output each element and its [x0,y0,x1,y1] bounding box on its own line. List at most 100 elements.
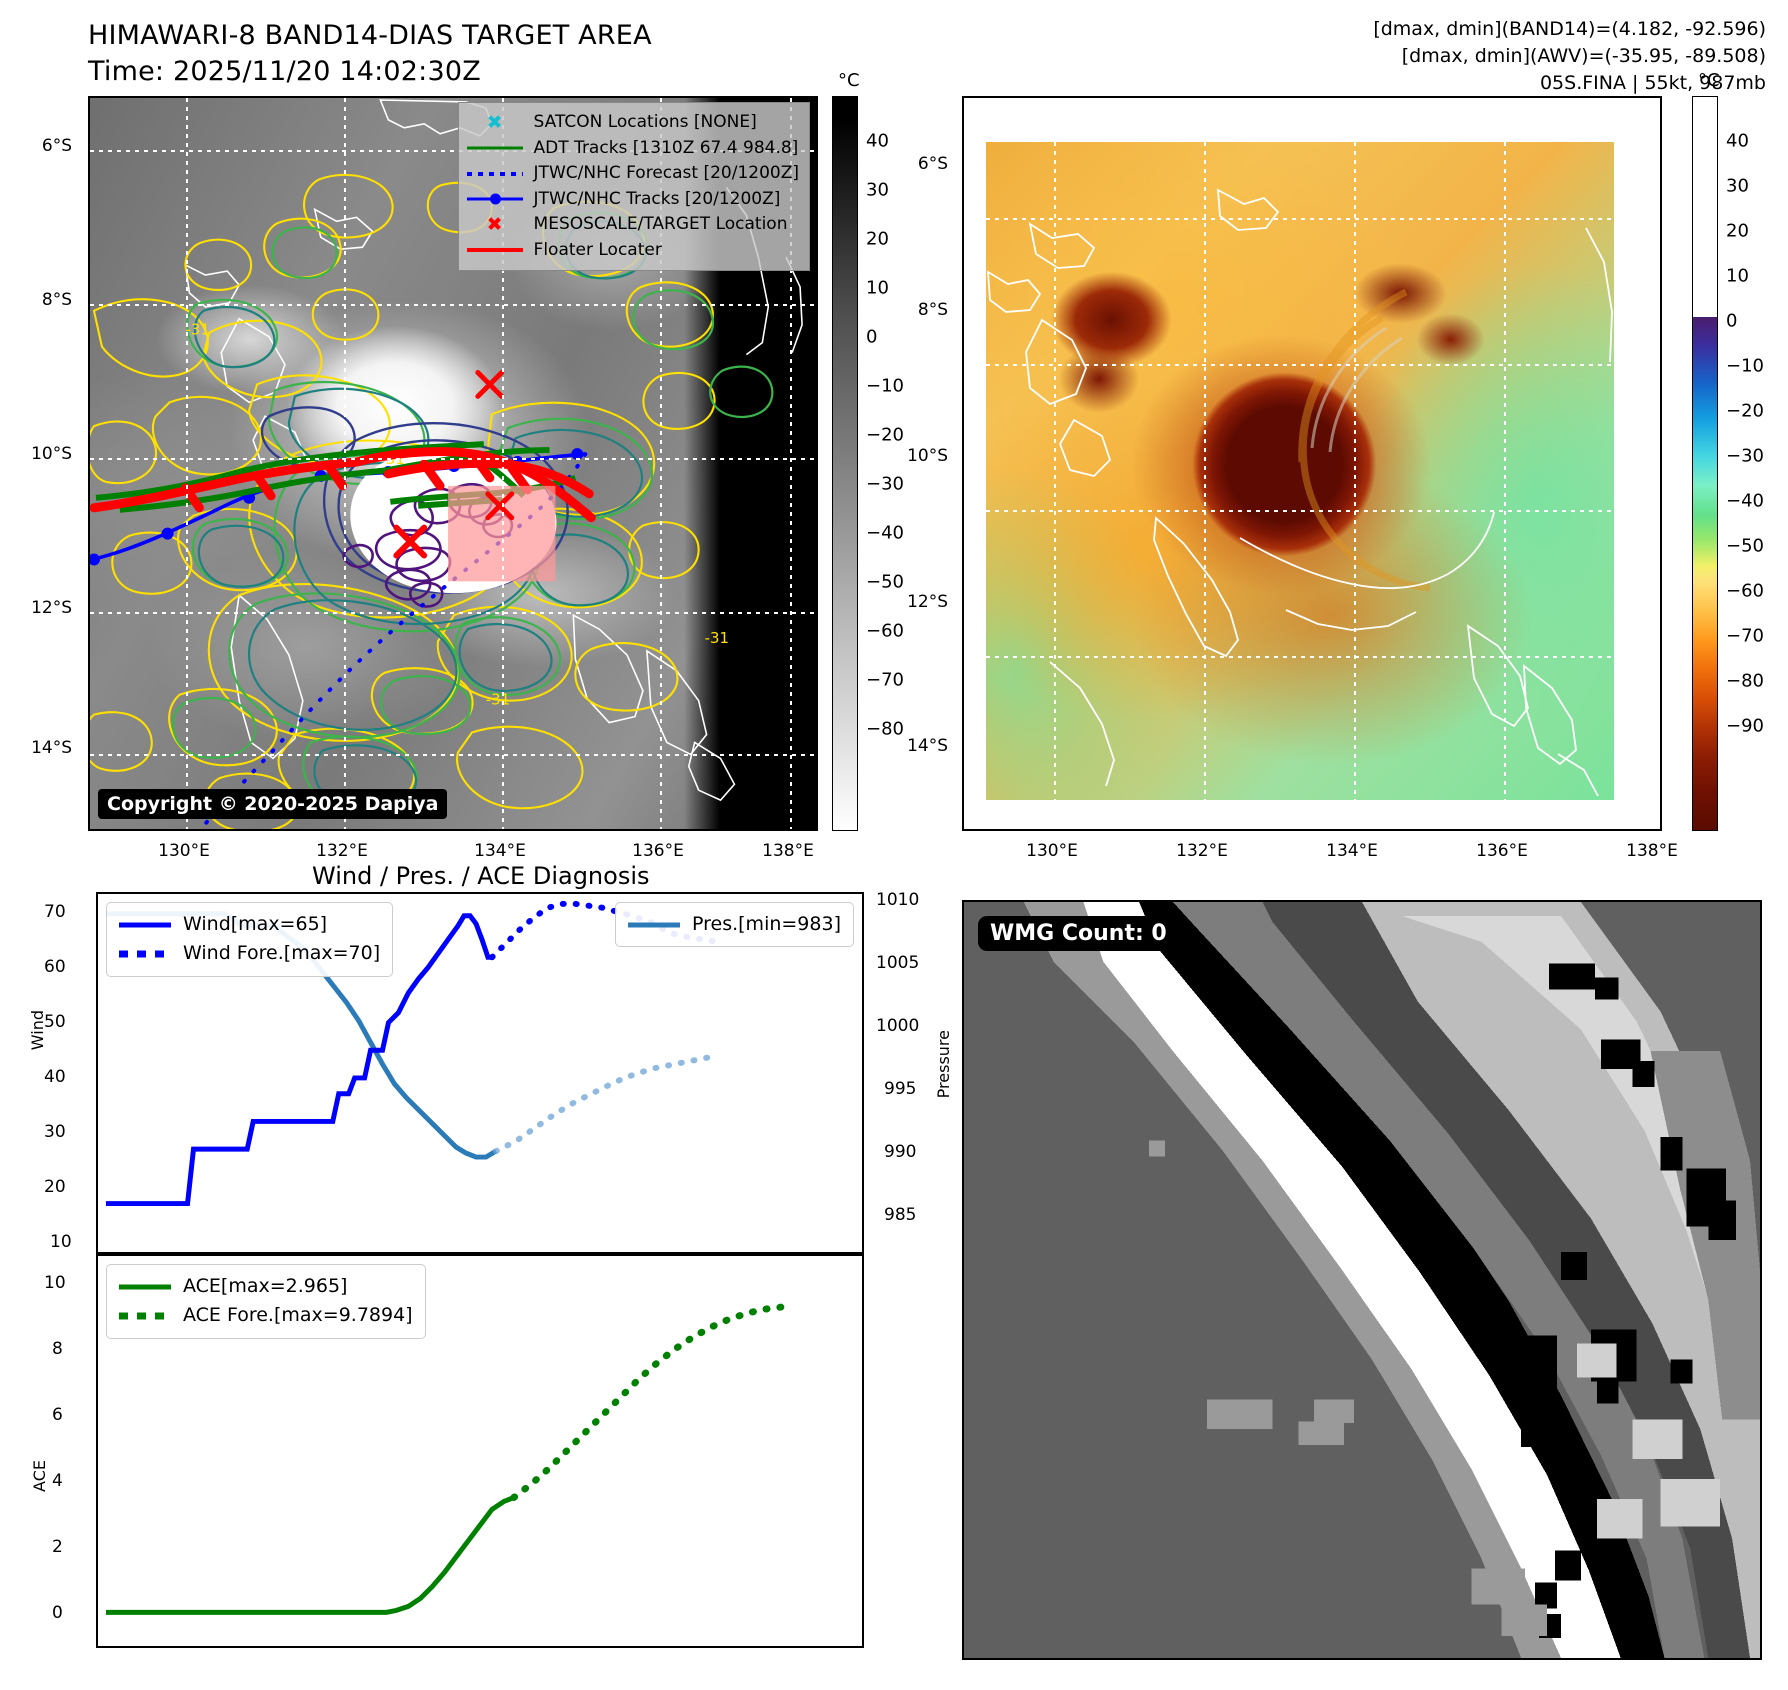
ace-legend[interactable]: ACE[max=2.965] ACE Fore.[max=9.7894] [106,1264,426,1339]
wind-tick: 10 [50,1232,72,1252]
lat-tick: 12°S [907,592,948,612]
legend-label: Wind Fore.[max=70] [183,942,381,965]
legend-item-wind[interactable]: Wind[max=65] [119,910,380,939]
colorbar-grayscale [832,96,858,831]
colorbar-tick: −30 [1726,445,1764,467]
lon-tick: 130°E [158,841,210,861]
colorbar-tick: −90 [1726,715,1764,737]
legend-item-mesoscale[interactable]: ✖ MESOSCALE/TARGET Location [467,212,799,238]
ace-tick: 2 [52,1537,63,1557]
wind-pressure-chart[interactable]: Wind[max=65] Wind Fore.[max=70] Pres.[mi… [96,892,864,1254]
colorbar-tick: 0 [1726,310,1738,332]
legend-label: ACE Fore.[max=9.7894] [183,1304,413,1327]
floater-line-icon [466,241,525,259]
jtwc-line-dot-icon [466,190,525,208]
legend-label: MESOSCALE/TARGET Location [533,214,788,234]
adt-line-icon [466,139,525,157]
ir-enhanced-map[interactable] [962,96,1662,831]
colorbar-tick: 30 [1726,175,1749,197]
legend-item-floater[interactable]: Floater Locater [466,238,799,264]
colorbar-tick: 0 [866,326,878,348]
ir-grayscale-overlay: -31 -31 -31 -31 [90,99,803,829]
lon-tick: 138°E [762,841,814,861]
wind-tick: 30 [44,1122,66,1142]
pressure-legend[interactable]: Pres.[min=983] [615,902,854,948]
ace-tick: 6 [52,1405,63,1425]
lat-tick: 8°S [917,300,948,320]
colorbar-unit: °C [838,70,860,91]
lon-tick: 130°E [1026,841,1078,861]
wind-line [105,913,494,1207]
ace-forecast-dotted-icon [119,1309,173,1323]
ir-grayscale-map[interactable]: -31 -31 -31 -31 [88,96,818,831]
legend-item-satcon[interactable]: ✖ SATCON Locations [NONE] [467,110,799,136]
pressure-tick: 1000 [876,1016,920,1036]
wmg-bands [1023,902,1760,1658]
legend-label: ADT Tracks [1310Z 67.4 984.8] [533,137,799,158]
ace-tick: 4 [52,1471,63,1491]
wmg-count-badge: WMG Count: 0 [978,916,1179,951]
colorbar-tick: 40 [866,130,889,152]
ir-enhanced-overlay [986,188,1613,797]
colorbar-tick: −10 [1726,355,1764,377]
legend-item-jtwc-forecast[interactable]: JTWC/NHC Forecast [20/1200Z] [466,161,799,187]
colorbar-tick: 40 [1726,130,1749,152]
meta-awv-range: [dmax, dmin](AWV)=(-35.95, -89.508) [1401,44,1766,67]
ace-plot [105,1302,796,1615]
colorbar-tick: −10 [866,375,904,397]
lon-tick: 136°E [632,841,684,861]
dry-slot [1310,326,1403,453]
lon-tick: 132°E [1176,841,1228,861]
legend-label: JTWC/NHC Tracks [20/1200Z] [533,188,781,209]
enhanced-data-area [986,142,1614,800]
legend-label: Pres.[min=983] [692,913,841,935]
title-text: HIMAWARI-8 BAND14-DIAS TARGET AREA [88,20,652,51]
legend-item-ace[interactable]: ACE[max=2.965] [119,1272,413,1301]
page-title: HIMAWARI-8 BAND14-DIAS TARGET AREA Time:… [88,18,652,89]
ace-chart[interactable]: ACE[max=2.965] ACE Fore.[max=9.7894] [96,1254,864,1648]
legend-item-adt[interactable]: ADT Tracks [1310Z 67.4 984.8] [466,136,799,162]
target-x-marker [393,524,428,559]
target-box [448,485,556,582]
colorbar-tick: −70 [1726,625,1764,647]
lon-tick: 132°E [316,841,368,861]
ace-line [105,1495,515,1615]
colorbar-enhanced-ir [1692,96,1718,831]
target-x-icon: ✖ [486,213,503,236]
lat-tick: 8°S [41,290,72,310]
legend-label: JTWC/NHC Forecast [20/1200Z] [533,163,799,183]
colorbar-tick: −50 [866,571,904,593]
forecast-dotted-line-icon [466,165,525,183]
svg-text:-31: -31 [486,691,510,709]
legend-item-pressure[interactable]: Pres.[min=983] [628,910,841,939]
colorbar-tick: −60 [866,620,904,642]
lat-tick: 12°S [31,598,72,618]
wind-tick: 70 [44,902,66,922]
ace-tick: 10 [44,1273,66,1293]
colorbar-tick: −50 [1726,535,1764,557]
legend-label: Wind[max=65] [183,913,328,935]
legend-item-wind-forecast[interactable]: Wind Fore.[max=70] [119,939,380,968]
ace-forecast-line [510,1302,796,1501]
pressure-tick: 995 [884,1079,917,1099]
wind-tick: 60 [44,957,66,977]
wmg-panel[interactable]: WMG Count: 0 [962,900,1762,1660]
pressure-forecast-line [492,1053,718,1155]
pressure-tick: 1005 [876,953,920,973]
satcon-x-icon: ✖ [486,111,503,134]
colorbar-tick: −20 [1726,400,1764,422]
map-legend[interactable]: ✖ SATCON Locations [NONE] ADT Tracks [13… [457,102,810,271]
ace-tick: 0 [52,1603,63,1623]
lat-tick: 10°S [907,446,948,466]
colorbar-tick: −30 [866,473,904,495]
colorbar-tick: −80 [866,718,904,740]
floater-track [90,447,596,523]
legend-item-jtwc-track[interactable]: JTWC/NHC Tracks [20/1200Z] [466,187,799,213]
legend-item-ace-forecast[interactable]: ACE Fore.[max=9.7894] [119,1301,413,1330]
pressure-axis-label: Pressure [934,1030,953,1099]
wind-legend[interactable]: Wind[max=65] Wind Fore.[max=70] [106,902,394,977]
colorbar-tick: −80 [1726,670,1764,692]
ace-axis-label: ACE [30,1460,49,1492]
lat-tick: 10°S [31,444,72,464]
pressure-tick: 985 [884,1205,917,1225]
